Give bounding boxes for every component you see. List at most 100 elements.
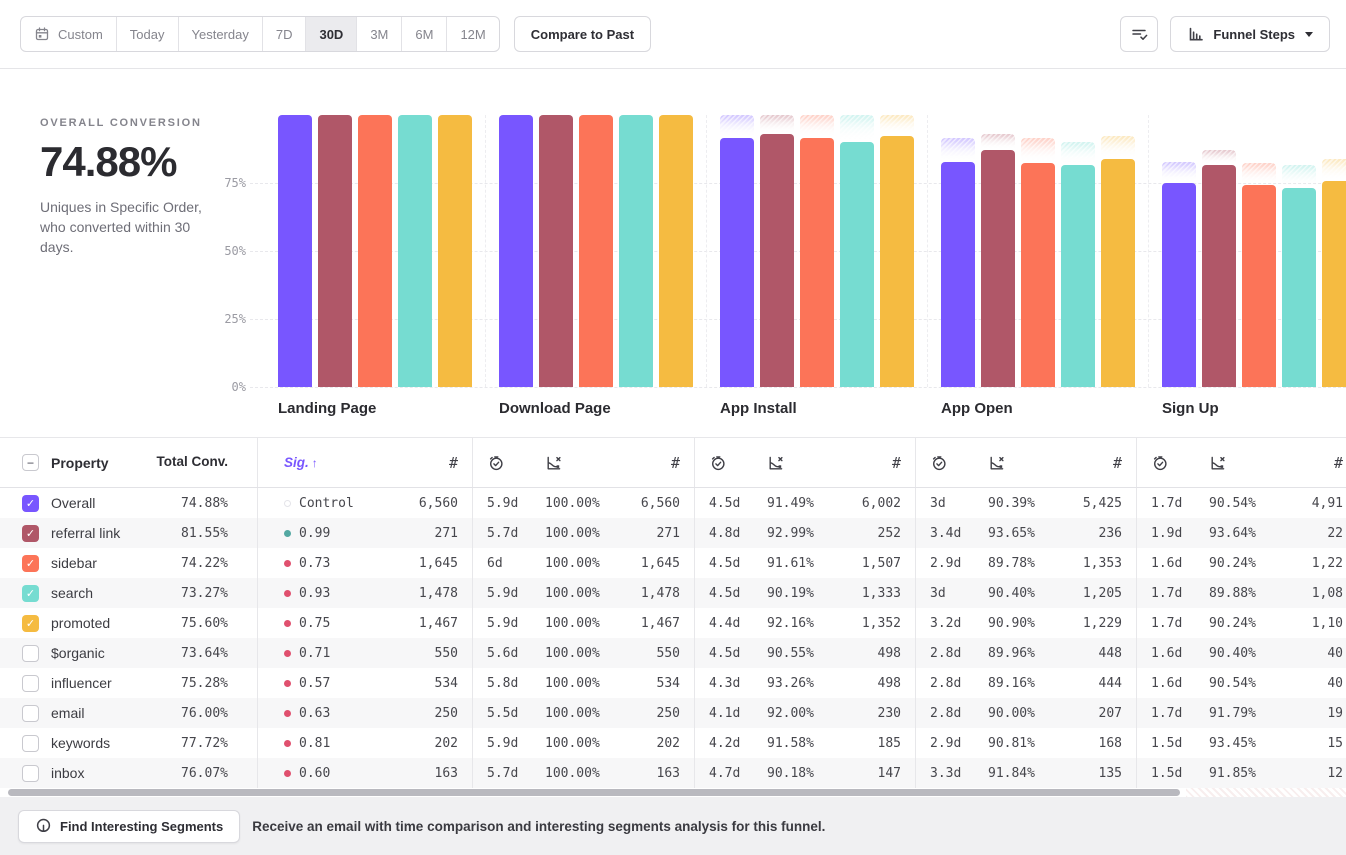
conversion-rate-cell: 90.54% [1209, 675, 1256, 691]
funnel-bar-search[interactable] [619, 115, 653, 387]
total-conversion-value: 76.00% [181, 705, 228, 721]
date-range-7d[interactable]: 7D [263, 17, 307, 51]
row-checkbox[interactable]: ✓ [22, 584, 39, 602]
count-column-header[interactable]: # [1112, 453, 1122, 472]
date-range-30d[interactable]: 30D [306, 17, 358, 51]
scrollbar-thumb[interactable] [8, 789, 1180, 796]
table-row[interactable]: keywords 77.72% 0.81 202 5.9d 100.00% 202 4.2d 9… [0, 728, 1346, 758]
table-row[interactable]: inbox 76.07% 0.60 163 5.7d 100.00% 163 4.7d 90.1… [0, 758, 1346, 788]
date-range-6m[interactable]: 6M [402, 17, 448, 51]
funnel-bar-search[interactable] [398, 115, 432, 387]
time-to-convert-column-header[interactable] [473, 454, 545, 472]
conversion-rate-column-header[interactable] [767, 454, 853, 472]
time-to-convert-column-header[interactable] [695, 454, 767, 472]
conversion-rate-column-header[interactable] [545, 454, 631, 472]
significance-cell: 0.60 [258, 766, 380, 781]
funnel-steps-dropdown[interactable]: Funnel Steps [1170, 16, 1330, 52]
conversion-rate-cell: 92.16% [767, 615, 814, 631]
table-row[interactable]: ✓ promoted 75.60% 0.75 1,467 5.9d 100.00% 1,467… [0, 608, 1346, 638]
conversion-rate-cell: 90.81% [988, 735, 1035, 751]
sig-value: 0.71 [299, 645, 331, 661]
time-to-convert-column-header[interactable] [916, 454, 988, 472]
significance-cell: 0.63 [258, 706, 380, 721]
funnel-bar-overall[interactable] [499, 115, 533, 387]
row-checkbox[interactable] [22, 734, 39, 752]
date-range-yesterday[interactable]: Yesterday [179, 17, 263, 51]
table-row[interactable]: ✓ Overall 74.88% Control 6,560 5.9d 100.00% 6,5… [0, 488, 1346, 518]
row-checkbox[interactable]: ✓ [22, 524, 39, 542]
sig-column-header[interactable]: Sig. ↑ [284, 455, 318, 470]
count-column-header[interactable]: # [1333, 453, 1343, 472]
time-to-convert-cell: 2.9d [930, 735, 962, 751]
row-step-group: 4.4d 92.16% 1,352 [694, 608, 915, 638]
table-row[interactable]: ✓ sidebar 74.22% 0.73 1,645 6d 100.00% 1,645 4.5… [0, 548, 1346, 578]
table-row[interactable]: $organic 73.64% 0.71 550 5.6d 100.00% 550 4.5d 9… [0, 638, 1346, 668]
row-checkbox[interactable] [22, 644, 39, 662]
time-to-convert-cell: 1.6d [1151, 675, 1183, 691]
funnel-bar-promoted[interactable] [1322, 181, 1346, 387]
row-step-group: 1.9d 93.64% 22 [1136, 518, 1346, 548]
count-column-header[interactable]: # [891, 453, 901, 472]
funnel-bar-overall[interactable] [941, 162, 975, 387]
row-checkbox[interactable] [22, 674, 39, 692]
row-step-group: 1.6d 90.40% 40 [1136, 638, 1346, 668]
significance-cell: 0.71 [258, 646, 380, 661]
count-column-header[interactable]: # [448, 453, 458, 472]
date-range-12m[interactable]: 12M [447, 17, 498, 51]
table-row[interactable]: influencer 75.28% 0.57 534 5.8d 100.00% 534 4.3… [0, 668, 1346, 698]
funnel-bar-sidebar[interactable] [579, 115, 613, 387]
row-checkbox[interactable] [22, 704, 39, 722]
funnel-bar-referral-link[interactable] [760, 134, 794, 387]
funnel-bar-overall[interactable] [1162, 183, 1196, 387]
property-column-header[interactable]: Property [51, 454, 109, 471]
row-step-group: 4.5d 90.55% 498 [694, 638, 915, 668]
funnel-bar-sidebar[interactable] [800, 137, 834, 387]
conversion-rate-cell: 90.54% [1209, 495, 1256, 511]
funnel-bar-overall[interactable] [720, 138, 754, 387]
breakdown-table: − Property Total Conv. Sig. ↑ # # # # # ✓ Ov… [0, 437, 1346, 798]
conversion-rate-cell: 100.00% [545, 555, 600, 571]
bar-dropoff-ghost [1162, 162, 1196, 184]
count-cell: 1,229 [1082, 615, 1122, 631]
funnel-bar-promoted[interactable] [659, 115, 693, 387]
row-checkbox[interactable] [22, 764, 39, 782]
row-checkbox[interactable]: ✓ [22, 494, 39, 512]
table-row[interactable]: email 76.00% 0.63 250 5.5d 100.00% 250 4.1d 92.0… [0, 698, 1346, 728]
total-conv-column-header[interactable]: Total Conv. [156, 454, 229, 470]
select-all-checkbox[interactable]: − [22, 454, 39, 471]
funnel-bar-referral-link[interactable] [981, 150, 1015, 387]
find-interesting-segments-button[interactable]: Find Interesting Segments [18, 809, 241, 843]
funnel-bar-referral-link[interactable] [1202, 165, 1236, 387]
conversion-rate-cell: 91.85% [1209, 765, 1256, 781]
conversion-rate-column-header[interactable] [1209, 454, 1295, 472]
funnel-bar-overall[interactable] [278, 115, 312, 387]
compare-to-past-button[interactable]: Compare to Past [513, 16, 652, 52]
funnel-bar-promoted[interactable] [880, 136, 914, 387]
funnel-bar-referral-link[interactable] [318, 115, 352, 387]
funnel-bar-search[interactable] [1282, 187, 1316, 387]
time-to-convert-column-header[interactable] [1137, 454, 1209, 472]
row-checkbox[interactable]: ✓ [22, 614, 39, 632]
conversion-rate-column-header[interactable] [988, 454, 1074, 472]
footer-message: Receive an email with time comparison an… [252, 818, 826, 834]
filter-list-button[interactable] [1120, 16, 1159, 52]
table-row[interactable]: ✓ search 73.27% 0.93 1,478 5.9d 100.00% 1,478 4.… [0, 578, 1346, 608]
funnel-bar-search[interactable] [1061, 165, 1095, 387]
row-step-group: 2.8d 90.00% 207 [915, 698, 1136, 728]
funnel-bar-sidebar[interactable] [358, 115, 392, 387]
count-column-header[interactable]: # [670, 453, 680, 472]
date-range-today[interactable]: Today [117, 17, 179, 51]
funnel-bar-promoted[interactable] [1101, 159, 1135, 387]
row-checkbox[interactable]: ✓ [22, 554, 39, 572]
sort-ascending-icon: ↑ [311, 455, 318, 470]
funnel-bar-sidebar[interactable] [1021, 163, 1055, 387]
funnel-bar-referral-link[interactable] [539, 115, 573, 387]
sig-dot [284, 529, 291, 537]
table-row[interactable]: ✓ referral link 81.55% 0.99 271 5.7d 100.00% 27… [0, 518, 1346, 548]
date-range-3m[interactable]: 3M [357, 17, 403, 51]
funnel-bar-search[interactable] [840, 141, 874, 387]
funnel-bar-sidebar[interactable] [1242, 185, 1276, 387]
date-range-custom[interactable]: Custom [21, 17, 117, 51]
funnel-bar-promoted[interactable] [438, 115, 472, 387]
checkbox-cell: ✓ [0, 614, 51, 632]
